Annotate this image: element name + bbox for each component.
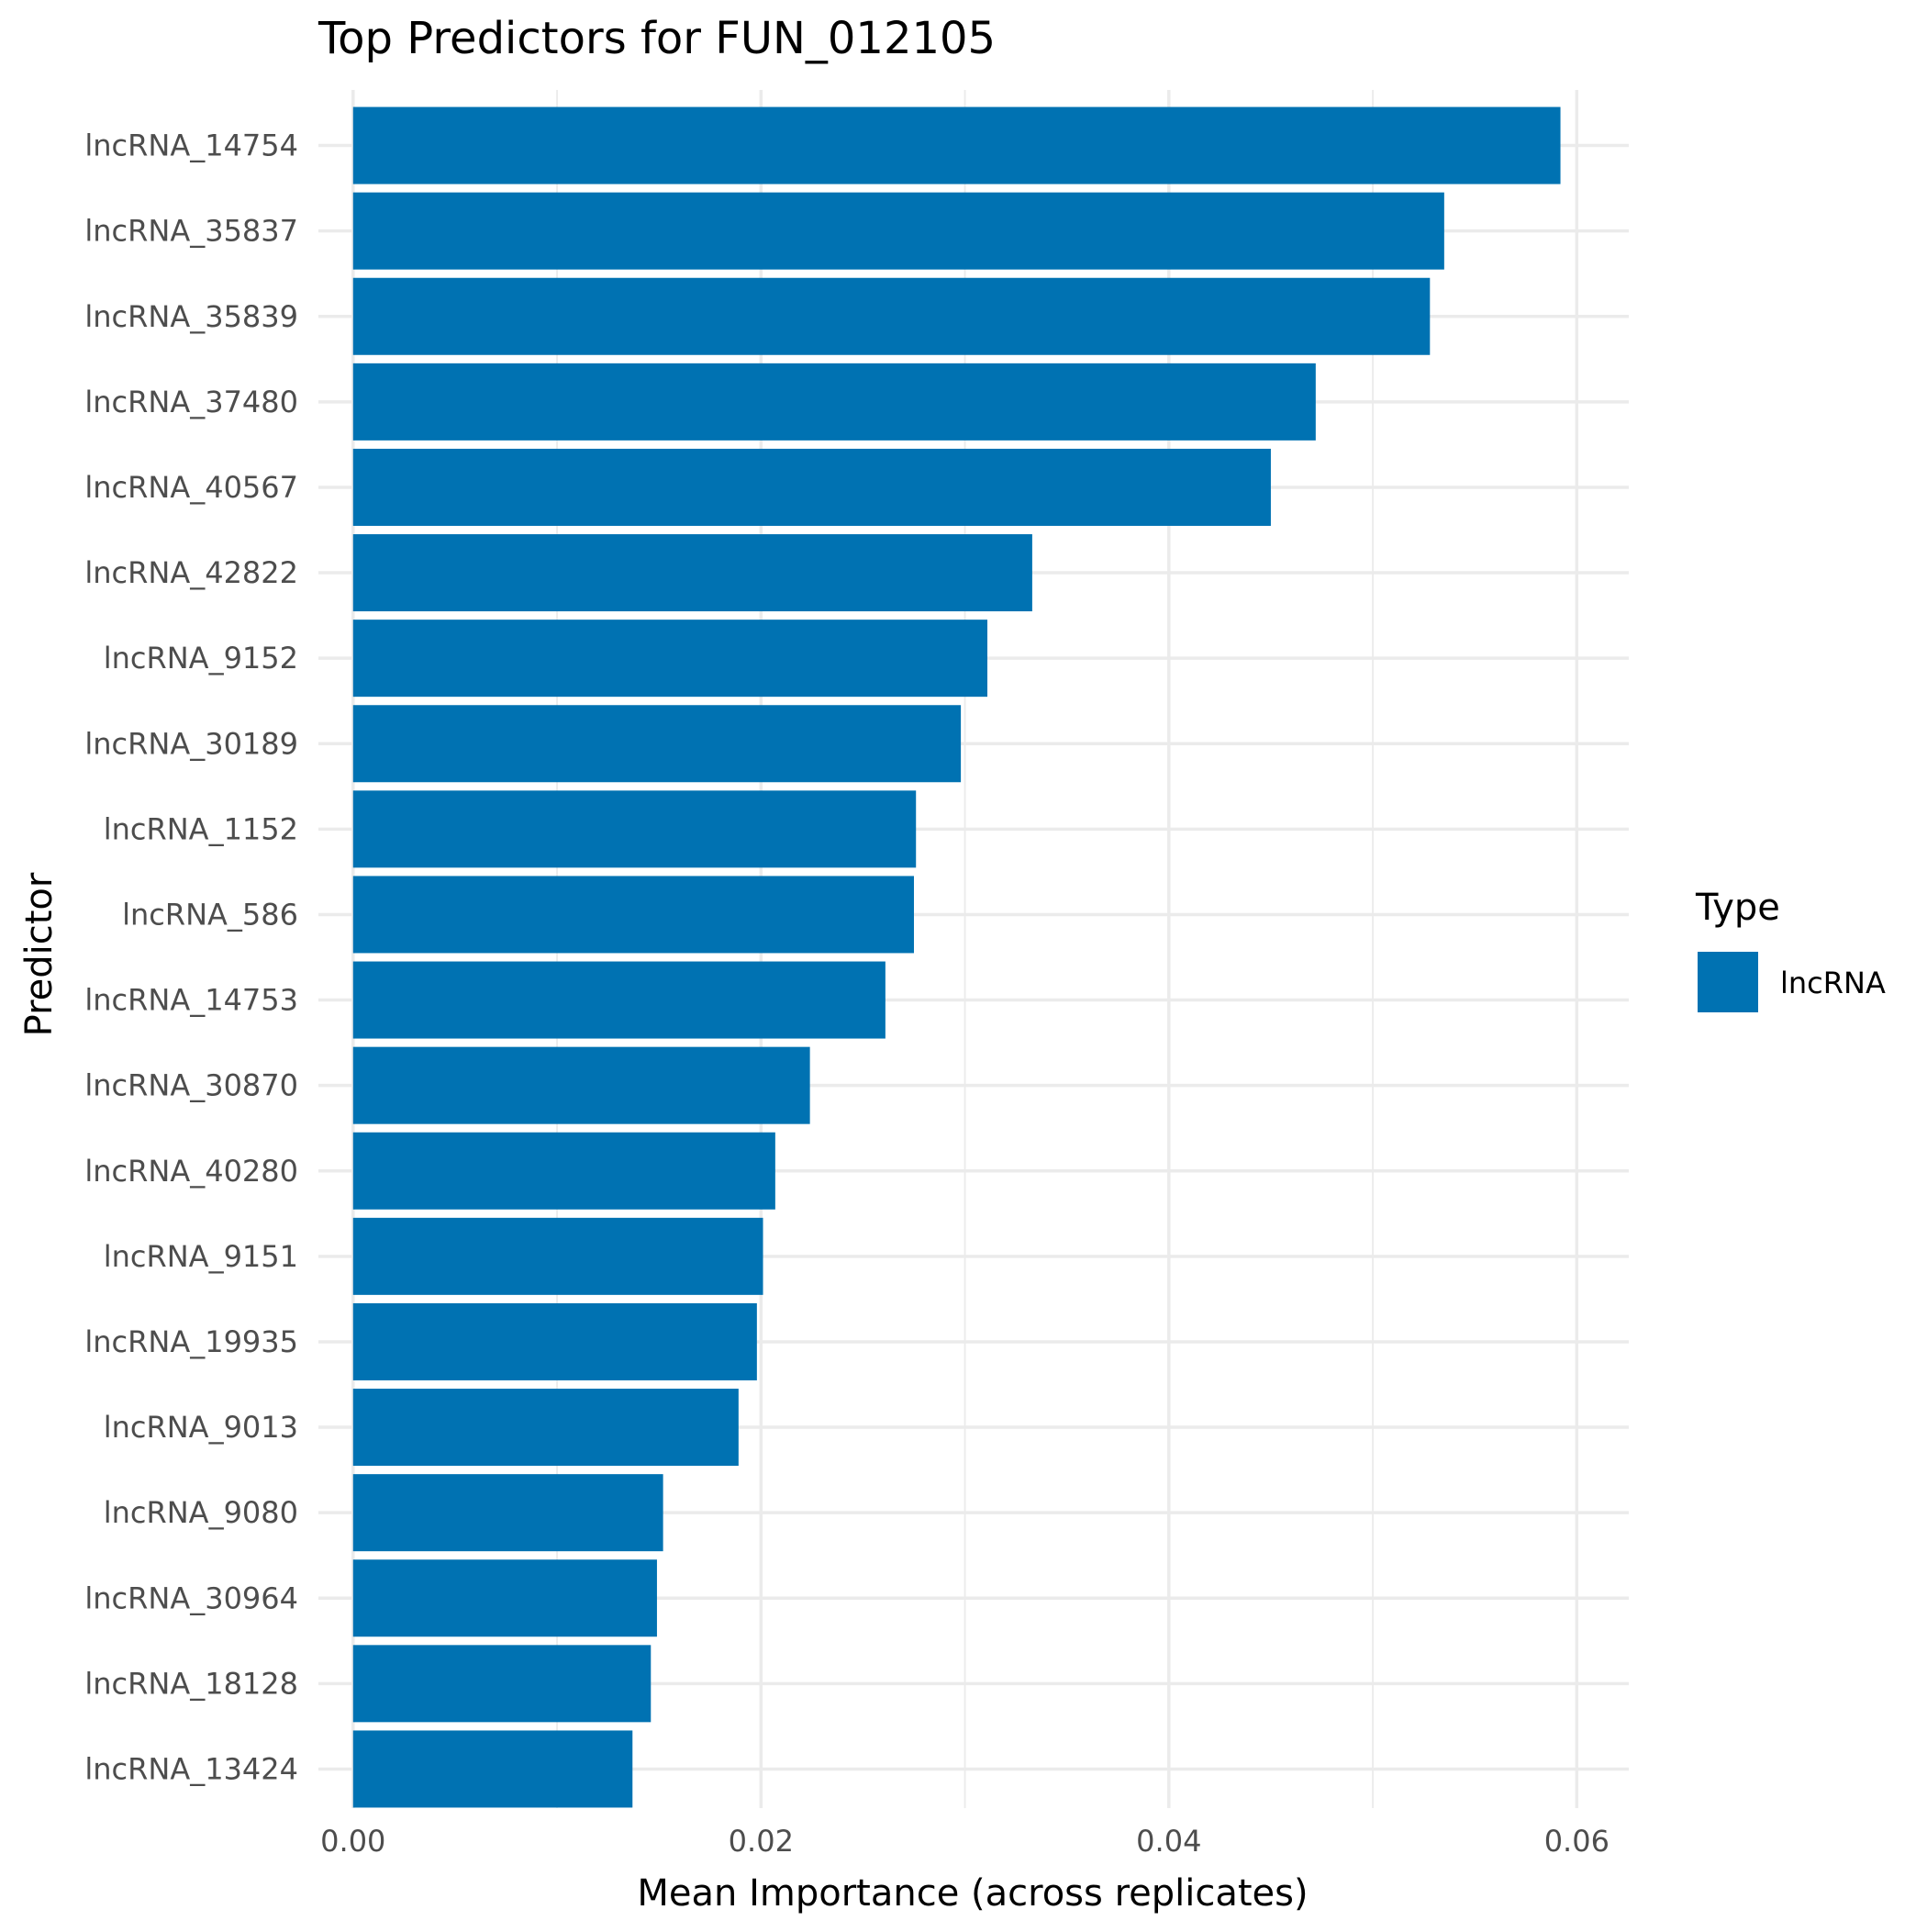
y-tick-label: lncRNA_9151 [104,1239,298,1274]
bar-lncrna_9152 [352,620,988,698]
y-tick-label: lncRNA_9152 [104,641,298,676]
bar-lncrna_1152 [352,790,917,868]
y-tick-labels: lncRNA_14754 lncRNA_35837 lncRNA_35839 lncR… [84,128,298,1787]
legend-label-lncrna: lncRNA [1780,966,1886,1000]
x-tick-label: 0.04 [1136,1824,1201,1859]
bar-lncrna_9151 [352,1217,763,1295]
y-tick-label: lncRNA_18128 [84,1666,298,1701]
x-tick-label: 0.02 [729,1824,794,1859]
y-tick-label: lncRNA_42822 [84,555,298,590]
bar-lncrna_14753 [352,961,886,1039]
legend: Type lncRNA [1695,887,1886,1012]
y-tick-label: lncRNA_37480 [84,385,298,419]
y-tick-label: lncRNA_13424 [84,1751,298,1786]
y-tick-label: lncRNA_40280 [84,1154,298,1189]
x-tick-label: 0.00 [320,1824,385,1859]
chart-title: Top Predictors for FUN_012105 [317,13,996,64]
y-tick-label: lncRNA_9080 [104,1495,298,1530]
y-tick-label: lncRNA_1152 [104,811,298,846]
bars [352,106,1561,1808]
y-tick-label: lncRNA_9013 [104,1410,298,1445]
bar-lncrna_40567 [352,448,1271,526]
y-tick-label: lncRNA_586 [122,897,298,932]
bar-lncrna_9080 [352,1474,663,1552]
bar-lncrna_19935 [352,1302,757,1380]
x-tick-label: 0.06 [1544,1824,1610,1859]
bar-lncrna_35839 [352,277,1431,355]
legend-title: Type [1695,887,1780,929]
bar-lncrna_40280 [352,1132,775,1210]
bar-lncrna_42822 [352,534,1032,612]
x-axis-title: Mean Importance (across replicates) [637,1872,1308,1915]
y-tick-label: lncRNA_14754 [84,128,298,163]
bar-lncrna_13424 [352,1730,633,1808]
bar-lncrna_18128 [352,1645,652,1723]
bar-lncrna_30964 [352,1559,657,1637]
y-tick-label: lncRNA_30870 [84,1068,298,1103]
bar-lncrna_14754 [352,106,1561,184]
bar-lncrna_586 [352,876,914,954]
y-tick-label: lncRNA_19935 [84,1324,298,1359]
bar-lncrna_37480 [352,363,1316,441]
y-tick-label: lncRNA_14753 [84,983,298,1018]
y-axis-title: Predictor [18,872,61,1036]
x-tick-labels: 0.00 0.02 0.04 0.06 [320,1824,1610,1859]
bar-lncrna_35837 [352,192,1444,270]
legend-key-lncrna [1698,952,1758,1012]
y-tick-label: lncRNA_30964 [84,1580,298,1615]
bar-lncrna_30189 [352,705,962,783]
y-tick-label: lncRNA_35837 [84,214,298,249]
bar-lncrna_9013 [352,1389,739,1467]
y-tick-label: lncRNA_40567 [84,470,298,505]
y-tick-label: lncRNA_30189 [84,726,298,761]
bar-lncrna_30870 [352,1046,810,1124]
y-tick-label: lncRNA_35839 [84,299,298,334]
